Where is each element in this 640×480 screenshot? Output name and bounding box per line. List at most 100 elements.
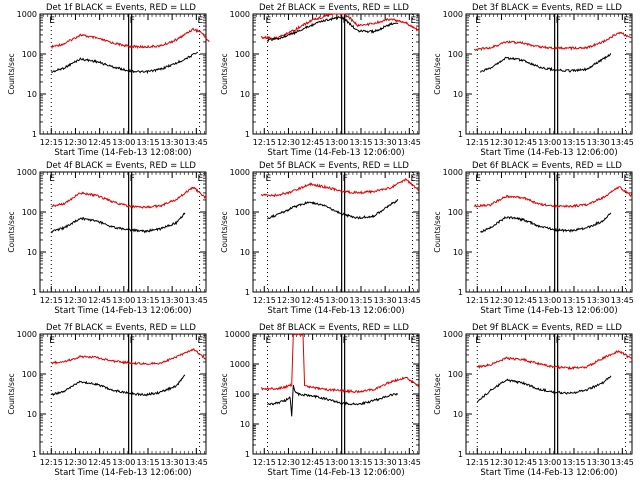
plot-frame xyxy=(252,171,420,293)
y-tick-label: 1 xyxy=(32,450,37,459)
x-tick-label: 13:45 xyxy=(611,458,634,467)
events-series-line xyxy=(476,375,612,403)
x-tick-label: 12:45 xyxy=(301,458,324,467)
marker-letter: E xyxy=(411,16,417,26)
lld-series-line xyxy=(260,332,420,394)
y-tick-label: 10 xyxy=(27,248,37,257)
marker-letter: E xyxy=(475,336,481,346)
y-tick-label: 100 xyxy=(448,50,463,59)
x-tick-label: 13:30 xyxy=(161,138,184,147)
y-tick-label: 100 xyxy=(448,208,463,217)
y-tick-label: 1000 xyxy=(443,330,463,339)
x-tick-label: 13:30 xyxy=(374,138,397,147)
plot-frame xyxy=(465,13,633,135)
x-tick-label: 13:45 xyxy=(611,138,634,147)
x-tick-label: 13:45 xyxy=(185,138,208,147)
chart-title: Det 8f BLACK = Events, RED = LLD xyxy=(259,323,409,333)
x-axis-label: Start Time (14-Feb-13 12:06:00) xyxy=(54,306,191,316)
events-series-line xyxy=(267,15,399,43)
marker-letter: F xyxy=(343,174,348,184)
marker-letter: E xyxy=(624,174,630,184)
marker-letter: E xyxy=(266,16,272,26)
x-axis-label: Start Time (14-Feb-13 12:06:00) xyxy=(267,148,404,158)
marker-letter: F xyxy=(343,16,348,26)
x-tick-label: 12:15 xyxy=(253,138,276,147)
chart-title: Det 1f BLACK = Events, RED = LLD xyxy=(46,3,196,13)
chart-title: Det 9f BLACK = Events, RED = LLD xyxy=(472,323,622,333)
x-tick-label: 13:30 xyxy=(374,296,397,305)
x-tick-label: 12:45 xyxy=(301,138,324,147)
chart-title: Det 5f BLACK = Events, RED = LLD xyxy=(259,161,409,171)
x-tick-label: 12:45 xyxy=(514,296,537,305)
x-tick-label: 13:00 xyxy=(112,296,135,305)
x-axis-label: Start Time (14-Feb-13 12:06:00) xyxy=(480,148,617,158)
x-tick-label: 12:30 xyxy=(490,296,513,305)
chart-title: Det 4f BLACK = Events, RED = LLD xyxy=(46,161,196,171)
x-tick-label: 13:00 xyxy=(538,296,561,305)
x-tick-label: 13:15 xyxy=(349,296,372,305)
x-tick-label: 12:15 xyxy=(40,296,63,305)
y-tick-label: 100 xyxy=(448,370,463,379)
x-tick-label: 13:15 xyxy=(349,138,372,147)
chart-panel-det1: Det 1f BLACK = Events, RED = LLD 1 10 100 10… xyxy=(7,3,210,158)
x-tick-label: 13:30 xyxy=(587,296,610,305)
x-tick-label: 13:30 xyxy=(587,458,610,467)
lld-series-line xyxy=(50,27,210,50)
y-axis-label: Counts/sec xyxy=(433,53,442,94)
y-tick-label: 1000 xyxy=(230,360,250,369)
y-tick-label: 10 xyxy=(453,410,463,419)
x-tick-label: 13:45 xyxy=(185,458,208,467)
y-tick-label: 1 xyxy=(32,288,37,297)
plot-frame xyxy=(465,333,633,455)
y-tick-label: 100 xyxy=(235,390,250,399)
y-tick-label: 10 xyxy=(240,248,250,257)
x-tick-label: 12:30 xyxy=(277,138,300,147)
x-tick-label: 13:00 xyxy=(538,458,561,467)
x-tick-label: 12:15 xyxy=(253,296,276,305)
marker-letter: E xyxy=(49,174,55,184)
y-tick-label: 100 xyxy=(22,208,37,217)
marker-letter: F xyxy=(130,16,135,26)
marker-letter: E xyxy=(198,174,204,184)
marker-letter: E xyxy=(411,336,417,346)
marker-letter: E xyxy=(475,16,481,26)
events-series-line xyxy=(480,212,612,234)
x-tick-label: 13:15 xyxy=(562,458,585,467)
x-tick-label: 13:30 xyxy=(587,138,610,147)
lld-series-line xyxy=(51,186,207,209)
marker-letter: F xyxy=(343,336,348,346)
x-axis-label: Start Time (14-Feb-13 12:06:00) xyxy=(267,468,404,478)
chart-title: Det 6f BLACK = Events, RED = LLD xyxy=(472,161,622,171)
x-tick-label: 13:45 xyxy=(398,138,421,147)
x-tick-label: 13:15 xyxy=(562,296,585,305)
y-tick-label: 1000 xyxy=(443,168,463,177)
y-tick-label: 10000 xyxy=(225,330,250,339)
y-axis-label: Counts/sec xyxy=(433,373,442,414)
chart-title: Det 7f BLACK = Events, RED = LLD xyxy=(46,323,196,333)
marker-letter: E xyxy=(624,16,630,26)
y-tick-label: 1000 xyxy=(17,168,37,177)
marker-letter: F xyxy=(130,336,135,346)
x-tick-label: 13:45 xyxy=(611,296,634,305)
y-tick-label: 1 xyxy=(458,130,463,139)
x-tick-label: 12:45 xyxy=(88,296,111,305)
y-axis-label: Counts/sec xyxy=(433,211,442,252)
plot-frame xyxy=(252,13,420,135)
x-tick-label: 13:15 xyxy=(136,296,159,305)
y-tick-label: 10 xyxy=(240,90,250,99)
x-axis-label: Start Time (14-Feb-13 12:08:00) xyxy=(54,148,191,158)
x-tick-label: 12:30 xyxy=(490,458,513,467)
x-axis-label: Start Time (14-Feb-13 12:06:00) xyxy=(54,468,191,478)
y-tick-label: 1 xyxy=(458,288,463,297)
x-tick-label: 12:45 xyxy=(301,296,324,305)
y-tick-label: 1 xyxy=(458,450,463,459)
x-tick-label: 13:15 xyxy=(562,138,585,147)
marker-letter: E xyxy=(624,336,630,346)
events-series-line xyxy=(50,51,199,75)
chart-title: Det 2f BLACK = Events, RED = LLD xyxy=(259,3,409,13)
y-tick-label: 1000 xyxy=(230,168,250,177)
plot-frame xyxy=(39,333,207,455)
y-tick-label: 1 xyxy=(32,130,37,139)
y-tick-label: 1000 xyxy=(17,330,37,339)
y-tick-label: 1 xyxy=(245,130,250,139)
